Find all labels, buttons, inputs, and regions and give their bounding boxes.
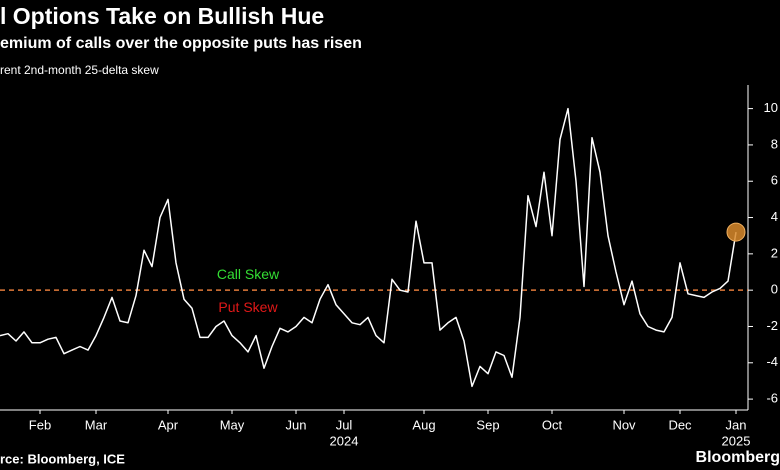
- x-tick-label: Sep: [476, 417, 499, 432]
- annotation: Put Skew: [218, 299, 278, 315]
- y-tick-label: 2: [771, 245, 778, 260]
- x-tick-label: Nov: [612, 417, 636, 432]
- y-tick-label: 0: [771, 282, 778, 297]
- y-tick-label: -4: [766, 354, 778, 369]
- x-tick-label: May: [220, 417, 245, 432]
- y-tick-label: -2: [766, 318, 778, 333]
- chart-subtitle: emium of calls over the opposite puts ha…: [0, 35, 362, 52]
- year-label: 2024: [330, 433, 359, 448]
- x-tick-label: Feb: [29, 417, 51, 432]
- source: rce: Bloomberg, ICE: [0, 451, 125, 466]
- chart-title: l Options Take on Bullish Hue: [0, 3, 324, 29]
- x-tick-label: Dec: [668, 417, 692, 432]
- y-tick-label: 6: [771, 173, 778, 188]
- annotation: Call Skew: [217, 266, 280, 282]
- x-tick-label: Jul: [336, 417, 353, 432]
- x-tick-label: Oct: [542, 417, 563, 432]
- y-axis-label: rent 2nd-month 25-delta skew: [0, 63, 159, 77]
- y-tick-label: 10: [764, 100, 778, 115]
- y-tick-label: -6: [766, 391, 778, 406]
- y-tick-label: 4: [771, 209, 778, 224]
- y-tick-label: 8: [771, 136, 778, 151]
- x-tick-label: Jan: [726, 417, 747, 432]
- latest-point: [726, 222, 746, 242]
- brand: Bloomberg: [696, 449, 780, 466]
- x-tick-label: Aug: [412, 417, 435, 432]
- series-line: [0, 107, 737, 388]
- x-tick-label: Mar: [85, 417, 108, 432]
- x-tick-label: Jun: [286, 417, 307, 432]
- year-label: 2025: [722, 433, 751, 448]
- x-tick-label: Apr: [158, 417, 179, 432]
